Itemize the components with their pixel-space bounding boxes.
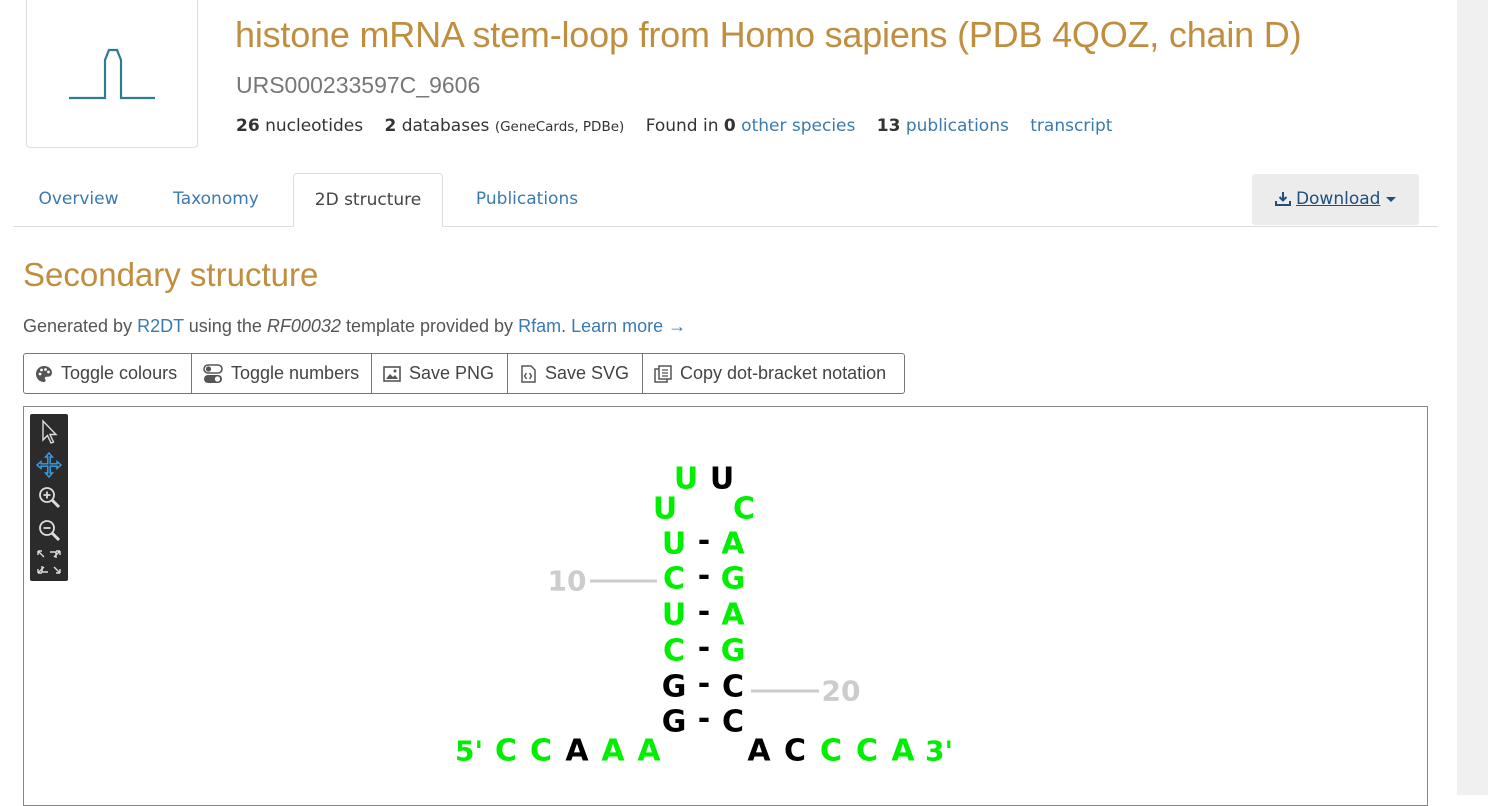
stem-loop-icon [69,48,155,100]
save-svg-label: Save SVG [545,363,630,383]
code-file-icon [519,364,537,383]
page-title: histone mRNA stem-loop from Homo sapiens… [235,14,1302,55]
publications-stat: 13 publications [877,116,1014,136]
nucleotide: A [601,734,625,769]
tab-2d-structure[interactable]: 2D structure [293,173,443,227]
three-prime-label: 3' [925,735,953,768]
base-pair-bond: - [698,524,710,559]
summary-stats: 26 nucleotides 2 databases (GeneCards, P… [236,116,1112,136]
generated-middle: using the [188,316,262,336]
nucleotide: U [653,492,677,527]
generated-suffix: template provided by [345,316,514,336]
r2dt-link[interactable]: R2DT [137,316,184,336]
nucleotides-stat: 26 nucleotides [236,116,368,136]
rna-logo [26,0,198,148]
nucleotides-label: nucleotides [265,116,364,136]
nucleotide: C [733,492,755,527]
tab-overview[interactable]: Overview [38,189,119,209]
image-icon [383,365,401,383]
urs-id: URS000233597C_9606 [236,72,481,98]
zoom-in-icon[interactable] [35,483,63,511]
databases-label: databases [401,116,490,136]
template-id: RF00032 [266,316,341,336]
base-pair-bond: - [698,559,710,594]
learn-more-link[interactable]: Learn more → [571,316,687,336]
other-species-link[interactable]: other species [741,116,856,136]
base-pair-bond: - [698,667,710,702]
tab-bar: Overview Taxonomy 2D structure Publicati… [13,173,1438,227]
found-in-label: Found in [645,116,719,136]
toggle-icon [203,363,223,384]
nucleotide: C [530,734,552,769]
publications-link[interactable]: publications [905,116,1009,136]
nucleotide: C [495,734,517,769]
nucleotide: A [721,598,745,633]
nucleotide: G [721,562,746,597]
structure-toolbar: Toggle colours Toggle numbers Save PNG [23,353,905,394]
nucleotide: C [663,634,685,669]
base-pair-bond: - [698,702,710,737]
tab-taxonomy[interactable]: Taxonomy [173,189,259,209]
position-number: 20 [822,675,861,708]
nucleotides-count: 26 [236,116,260,136]
rfam-link[interactable]: Rfam [518,316,562,336]
copy-dot-bracket-label: Copy dot-bracket notation [680,363,887,383]
nucleotide: A [891,734,915,769]
copy-dot-bracket-button[interactable]: Copy dot-bracket notation [643,354,904,393]
copy-icon [654,364,672,383]
databases-list: (GeneCards, PDBe) [494,119,625,135]
nucleotide: C [784,734,806,769]
base-pair-bond: - [698,631,710,666]
nucleotide: C [856,734,878,769]
toggle-numbers-label: Toggle numbers [231,363,360,383]
download-icon [1274,192,1291,206]
databases-stat: 2 databases (GeneCards, PDBe) [384,116,629,136]
nucleotide: C [820,734,842,769]
nucleotide: G [721,634,746,669]
databases-count: 2 [384,116,397,136]
position-number: 10 [548,565,587,598]
nucleotide: U [674,462,698,497]
structure-viewer[interactable]: G C - G C - C G - U A - C G - U A - U U U C 5' C C A A A A C C C A 3' 10 20 [23,406,1428,806]
nucleotide: A [747,734,771,769]
nucleotide: A [637,734,661,769]
nucleotide: C [663,562,685,597]
viewer-toolbar [30,414,68,581]
nucleotide: U [662,527,686,562]
species-stat: Found in 0 other species [646,116,861,136]
pointer-icon[interactable] [35,418,63,446]
nucleotide: A [565,734,589,769]
scrollbar-gutter[interactable] [1457,0,1488,795]
save-svg-button[interactable]: Save SVG [508,354,643,393]
nucleotide: C [722,705,744,740]
species-count: 0 [723,116,736,136]
base-pair-bond: - [698,595,710,630]
toggle-numbers-button[interactable]: Toggle numbers [192,354,372,393]
save-png-button[interactable]: Save PNG [372,354,508,393]
nucleotide: C [722,670,744,705]
section-title: Secondary structure [23,256,319,293]
tab-publications[interactable]: Publications [475,189,579,209]
pan-icon[interactable] [35,451,63,479]
transcript-link[interactable]: transcript [1030,116,1113,136]
download-button[interactable]: Download [1252,174,1419,225]
nucleotide: U [710,462,734,497]
generated-prefix: Generated by [23,316,133,336]
palette-icon [35,365,53,383]
toggle-colours-button[interactable]: Toggle colours [24,354,192,393]
generated-by-note: Generated by R2DT using the RF00032 temp… [23,316,687,336]
nucleotide: U [662,598,686,633]
five-prime-label: 5' [455,735,483,768]
fit-icon[interactable] [35,548,63,576]
nucleotide: G [662,705,687,740]
nucleotide: A [721,527,745,562]
publications-count: 13 [876,116,901,136]
zoom-out-icon[interactable] [35,516,63,544]
download-label: Download [1295,189,1381,209]
nucleotide: G [662,670,687,705]
toggle-colours-label: Toggle colours [61,363,178,383]
save-png-label: Save PNG [409,363,495,383]
chevron-down-icon [1386,196,1397,202]
